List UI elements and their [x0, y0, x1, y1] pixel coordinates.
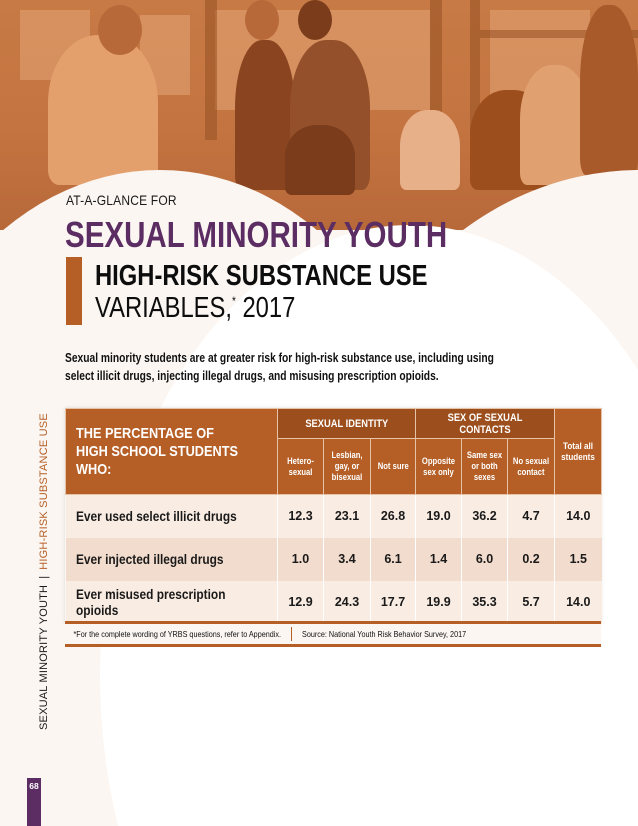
- table-footer: *For the complete wording of YRBS questi…: [65, 621, 601, 647]
- running-header-section: SEXUAL MINORITY YOUTH: [38, 584, 50, 730]
- group-header-sexual-contacts: SEX OF SEXUAL CONTACTS: [415, 408, 556, 439]
- table-row: Ever misused prescription opioids 12.9 2…: [65, 580, 602, 624]
- column-header-total: Total all students: [554, 408, 603, 495]
- footnote-text: *For the complete wording of YRBS questi…: [73, 629, 282, 639]
- table-cell: 17.7: [369, 580, 416, 624]
- row-label: Ever injected illegal drugs: [65, 537, 278, 581]
- table-cell: 12.3: [277, 494, 324, 538]
- column-header: Lesbian, gay, or bisexual: [323, 438, 371, 495]
- table-cell: 26.8: [369, 494, 416, 538]
- subtitle-line2: VARIABLES,* 2017: [95, 292, 295, 325]
- table-cell: 19.0: [415, 494, 462, 538]
- accent-bar: [66, 257, 82, 325]
- table-cell: 3.4: [323, 537, 371, 581]
- table-row: Ever used select illicit drugs 12.3 23.1…: [65, 494, 602, 538]
- column-header: Opposite sex only: [415, 438, 463, 495]
- hero-photo: [0, 0, 638, 230]
- intro-paragraph: Sexual minority students are at greater …: [65, 351, 494, 383]
- table-cell: 5.7: [507, 580, 555, 624]
- column-header: No sexual contact: [507, 438, 556, 495]
- running-header-topic: HIGH-RISK SUBSTANCE USE: [38, 413, 50, 570]
- table-cell: 19.9: [415, 580, 462, 624]
- table-cell: 35.3: [461, 580, 508, 624]
- table-cell: 4.7: [507, 494, 555, 538]
- table-cell: 23.1: [323, 494, 371, 538]
- footer-divider: [291, 627, 292, 641]
- table-cell: 1.4: [415, 537, 462, 581]
- table-cell: 6.1: [369, 537, 416, 581]
- group-header-sexual-identity: SEXUAL IDENTITY: [276, 408, 417, 439]
- kicker-text: AT-A-GLANCE FOR: [66, 192, 177, 208]
- table-cell: 1.5: [554, 537, 602, 581]
- subtitle-year: 2017: [235, 292, 296, 324]
- table-cell: 24.3: [323, 580, 371, 624]
- subtitle-line1: HIGH-RISK SUBSTANCE USE: [95, 260, 428, 292]
- column-header: Same sex or both sexes: [461, 438, 509, 495]
- row-header: THE PERCENTAGE OF HIGH SCHOOL STUDENTS W…: [65, 408, 278, 495]
- table-cell: 6.0: [461, 537, 508, 581]
- row-label: Ever used select illicit drugs: [65, 494, 278, 538]
- table-cell: 0.2: [507, 537, 555, 581]
- source-text: Source: National Youth Risk Behavior Sur…: [302, 629, 467, 639]
- table-cell: 14.0: [554, 494, 602, 538]
- running-header-separator: |: [38, 575, 50, 579]
- page-number: 68: [27, 778, 41, 826]
- column-header: Hetero-sexual: [277, 438, 324, 495]
- table-cell: 1.0: [277, 537, 324, 581]
- subtitle-variables: VARIABLES,: [95, 292, 233, 324]
- row-label: Ever misused prescription opioids: [65, 580, 278, 624]
- column-header: Not sure: [369, 438, 417, 495]
- table-row: Ever injected illegal drugs 1.0 3.4 6.1 …: [65, 537, 602, 581]
- page-title: SEXUAL MINORITY YOUTH: [65, 214, 448, 255]
- running-header: SEXUAL MINORITY YOUTH | HIGH-RISK SUBSTANC…: [38, 413, 50, 730]
- data-table: THE PERCENTAGE OF HIGH SCHOOL STUDENTS W…: [65, 408, 603, 624]
- footnote-marker: *: [232, 294, 236, 308]
- table-cell: 36.2: [461, 494, 508, 538]
- table-cell: 12.9: [277, 580, 324, 624]
- table-cell: 14.0: [554, 580, 602, 624]
